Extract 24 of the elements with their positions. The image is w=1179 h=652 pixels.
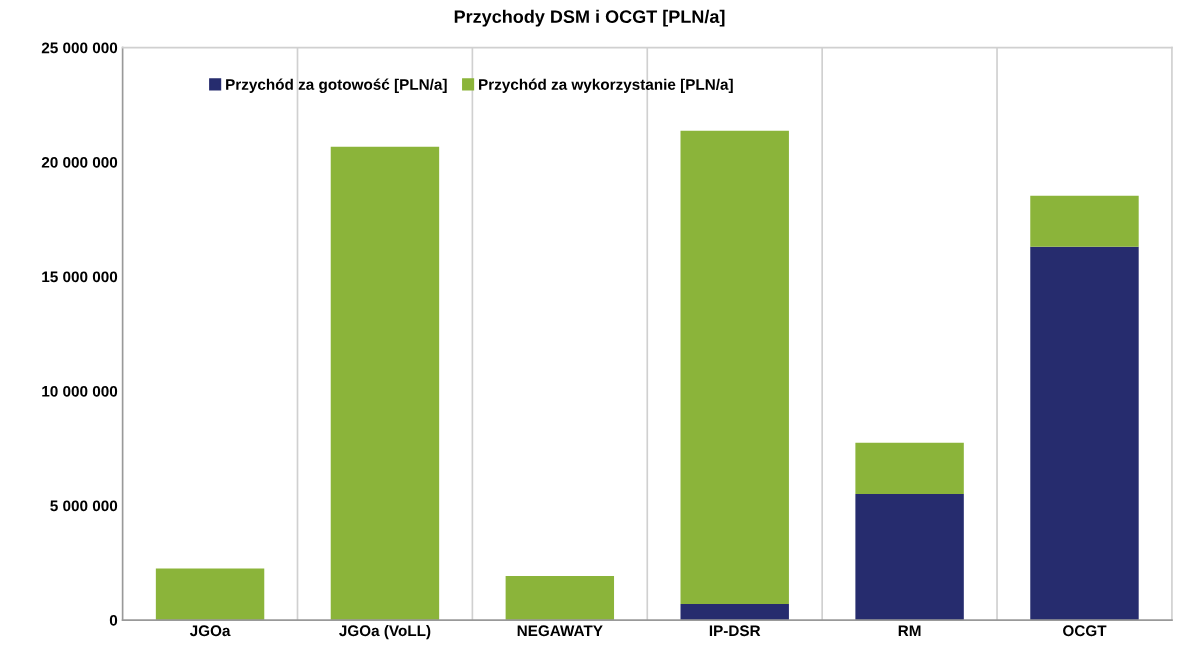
x-tick-label: NEGAWATY — [517, 625, 603, 637]
bar — [1030, 246, 1139, 621]
bar — [855, 442, 964, 495]
x-tick-label: JGOa — [189, 625, 231, 637]
y-tick-label: 15 000 000 — [42, 271, 118, 283]
y-tick-label: 0 — [109, 614, 118, 626]
y-tick-label: 5 000 000 — [50, 500, 118, 512]
bar — [680, 130, 789, 605]
x-tick-label: JGOa (VoLL) — [339, 624, 431, 640]
bar — [1030, 195, 1139, 247]
y-tick-label: 10 000 000 — [42, 385, 118, 397]
bar — [155, 568, 265, 621]
bar — [680, 604, 789, 621]
y-tick-label: 20 000 000 — [41, 156, 118, 168]
x-tick-label: OCGT — [1063, 625, 1107, 637]
bar — [505, 576, 615, 621]
bar — [330, 146, 440, 621]
legend-label: Przychód za gotowość [PLN/a] — [226, 78, 447, 93]
legend-label: Przychód za wykorzystanie [PLN/a] — [479, 78, 733, 93]
chart-title: Przychody DSM i OCGT [PLN/a] — [454, 9, 725, 27]
x-tick-label: IP-DSR — [709, 625, 761, 637]
x-tick-label: RM — [898, 625, 921, 636]
bar — [855, 494, 964, 621]
y-tick-label: 25 000 000 — [41, 42, 118, 54]
